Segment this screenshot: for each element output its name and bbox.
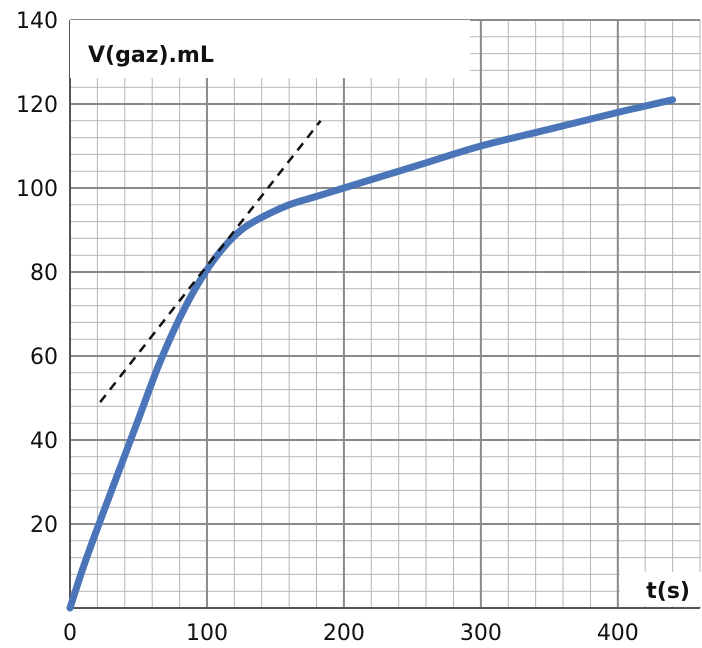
tangent-line bbox=[99, 120, 322, 403]
x-tick-label: 400 bbox=[597, 621, 639, 646]
x-axis-label: t(s) bbox=[646, 579, 690, 604]
y-tick-label: 120 bbox=[16, 93, 58, 118]
x-tick-label: 100 bbox=[186, 621, 228, 646]
y-tick-label: 100 bbox=[16, 177, 58, 202]
y-tick-label: 80 bbox=[30, 261, 58, 286]
y-tick-label: 60 bbox=[30, 345, 58, 370]
y-tick-label: 140 bbox=[16, 9, 58, 34]
minor-grid bbox=[70, 20, 701, 608]
series-layer bbox=[66, 96, 677, 612]
volume-curve bbox=[66, 96, 677, 612]
tick-labels: 0 100 200 300 400 20 40 60 80 100 120 140 bbox=[16, 9, 639, 646]
y-tick-label: 20 bbox=[30, 513, 58, 538]
x-tick-label: 200 bbox=[323, 621, 365, 646]
axes bbox=[69, 20, 700, 609]
y-axis-label: V(gaz).mL bbox=[88, 43, 214, 68]
x-label-mask bbox=[620, 572, 702, 606]
x-tick-label: 300 bbox=[460, 621, 502, 646]
title-mask bbox=[70, 20, 470, 78]
x-tick-label: 0 bbox=[63, 621, 77, 646]
y-tick-label: 40 bbox=[30, 429, 58, 454]
major-grid bbox=[70, 19, 700, 608]
